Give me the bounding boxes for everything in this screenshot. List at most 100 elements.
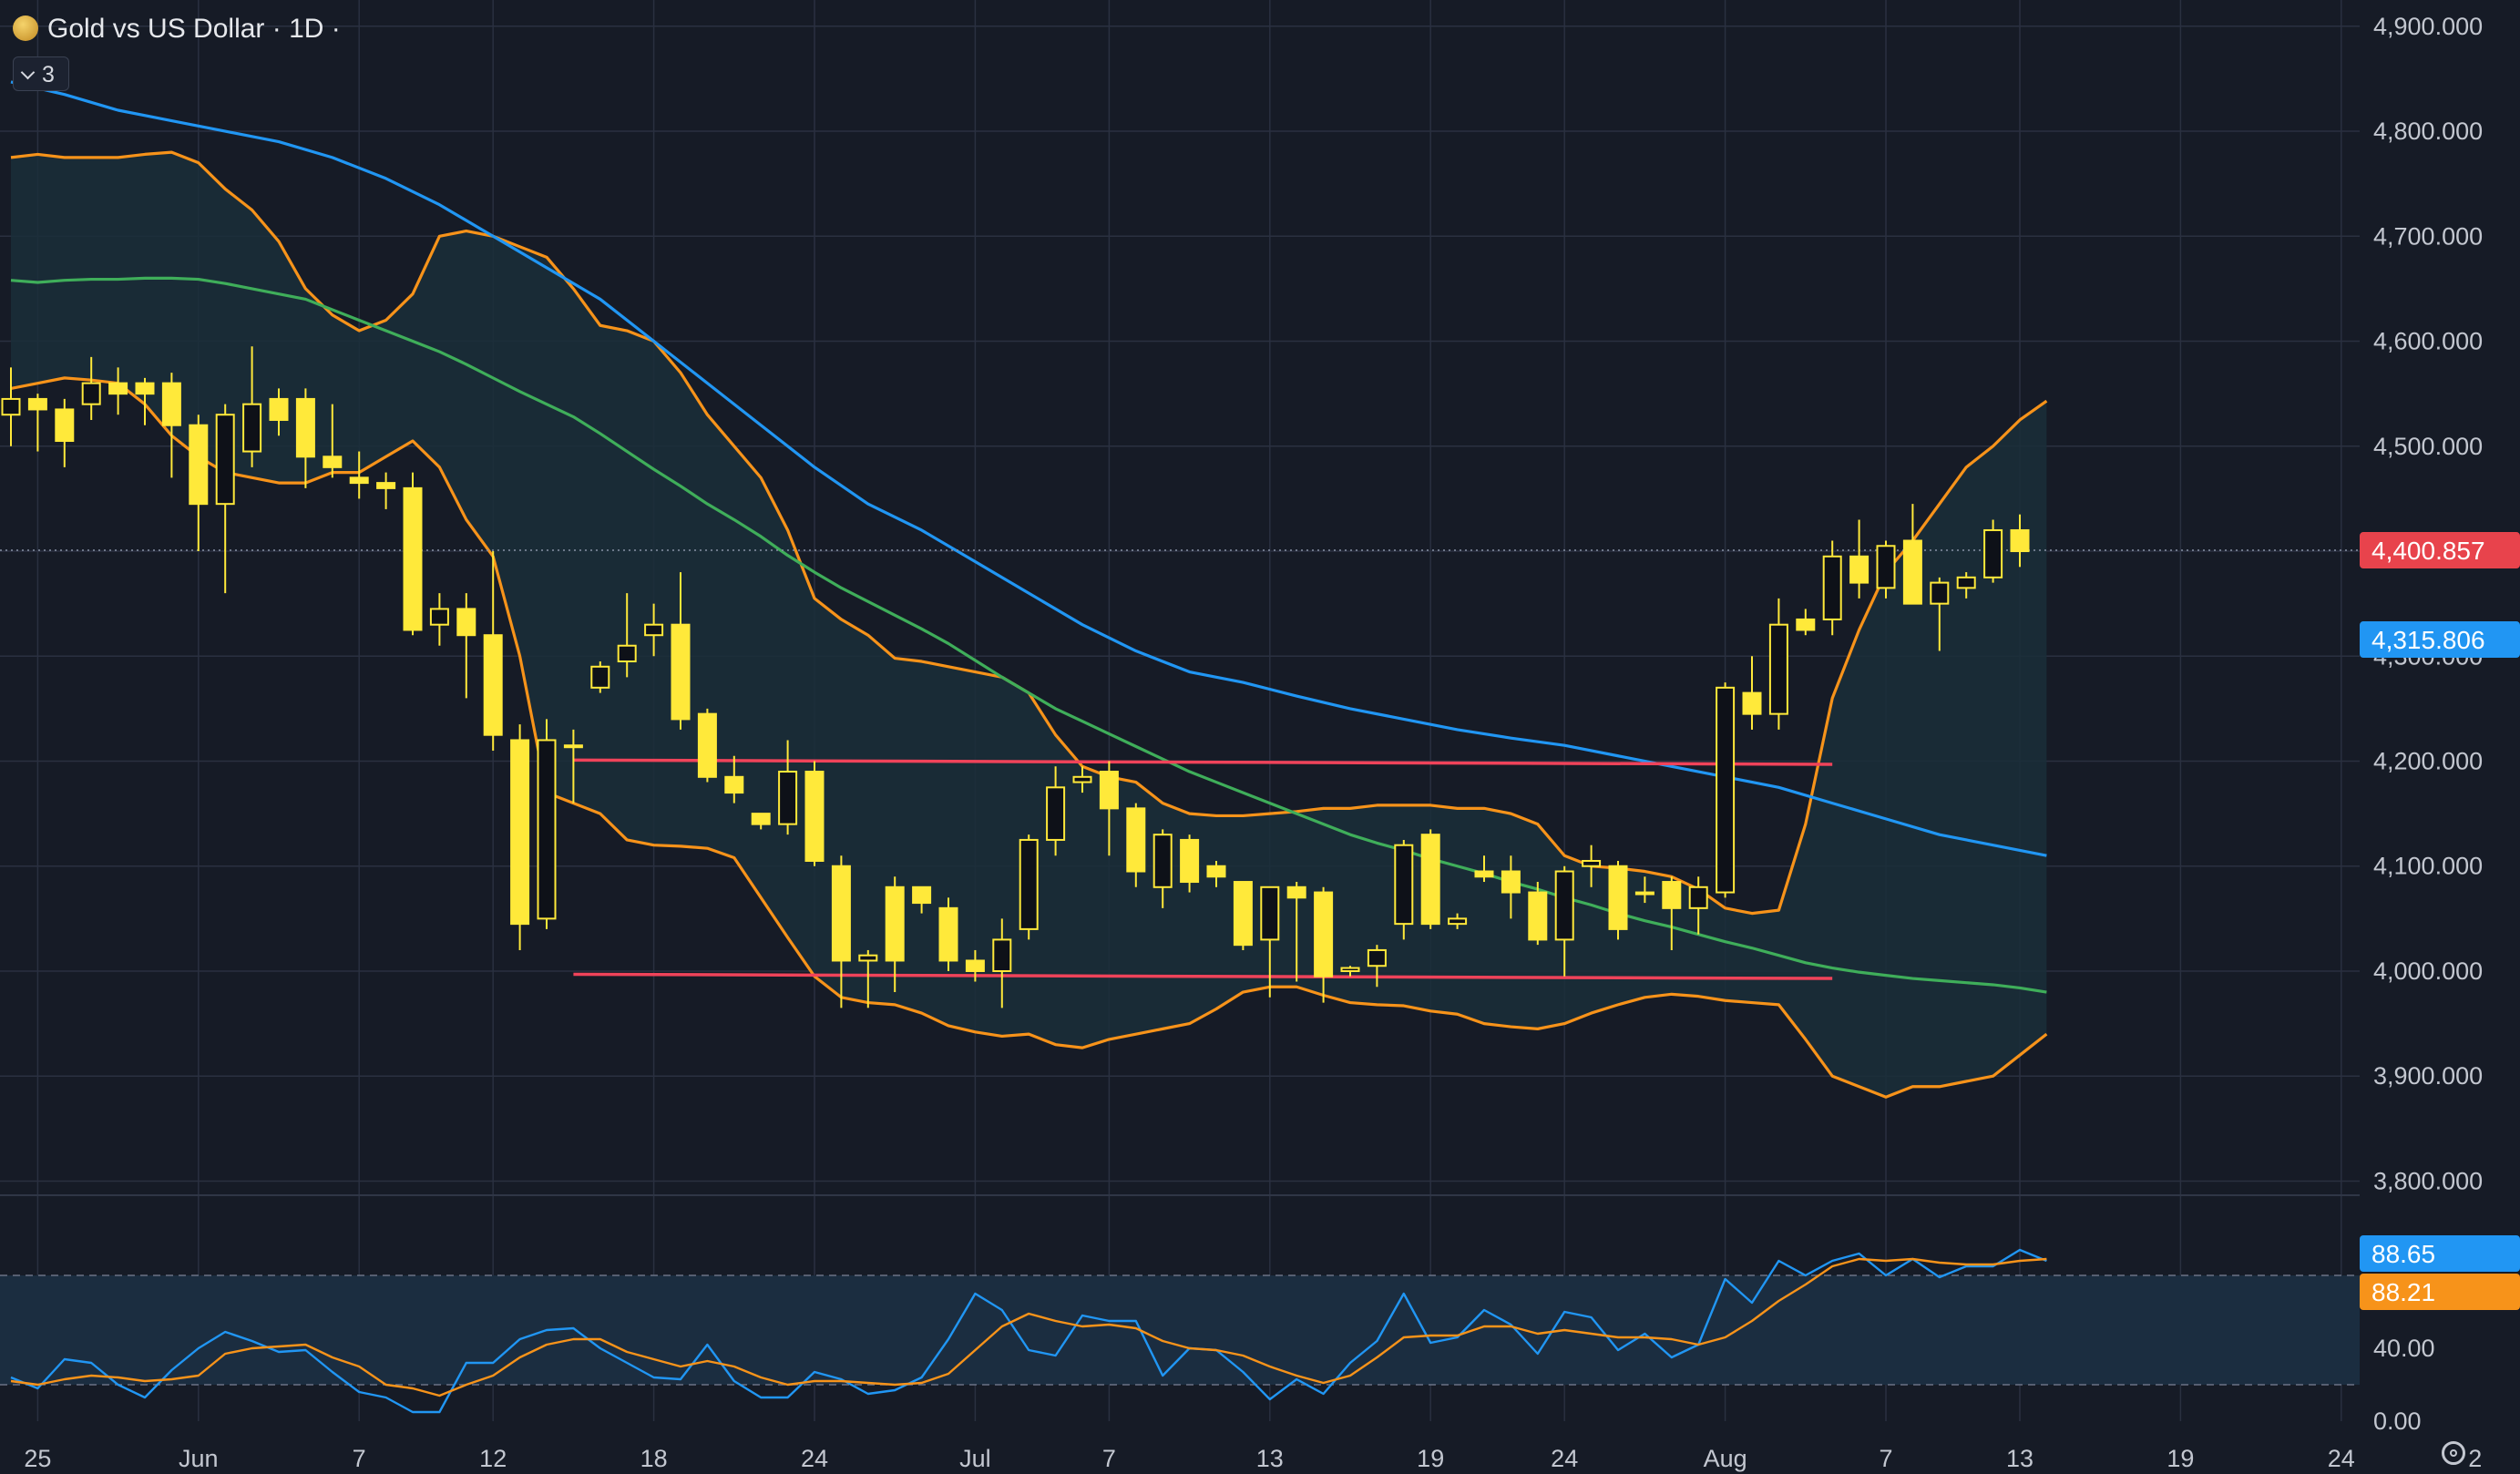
candle[interactable] <box>1554 865 1574 977</box>
candle[interactable] <box>1930 577 1950 651</box>
price-tick-label: 4,600.000 <box>2373 328 2483 355</box>
oscillator-pane[interactable] <box>0 1248 2360 1414</box>
candle-body <box>1742 691 1762 715</box>
candle[interactable] <box>269 388 289 436</box>
candle[interactable] <box>161 373 181 478</box>
candle-body <box>1983 528 2003 578</box>
candle[interactable] <box>1983 519 2003 583</box>
time-tick-label: 24 <box>801 1445 828 1472</box>
time-tick-label: 18 <box>640 1445 668 1472</box>
candle[interactable] <box>617 593 637 678</box>
candle[interactable] <box>671 572 691 730</box>
candle[interactable] <box>885 876 905 993</box>
candle-body <box>537 739 557 920</box>
candle[interactable] <box>55 398 75 467</box>
candle[interactable] <box>295 388 315 488</box>
candle[interactable] <box>1528 882 1548 946</box>
candle[interactable] <box>1126 803 1146 887</box>
candle-body <box>1956 576 1976 589</box>
candle[interactable] <box>831 855 851 1008</box>
candle[interactable] <box>242 346 262 467</box>
candle[interactable] <box>1046 766 1066 856</box>
candle-body <box>831 865 851 962</box>
candle[interactable] <box>644 603 664 657</box>
candle[interactable] <box>1956 572 1976 599</box>
candle[interactable] <box>1314 886 1334 1003</box>
candle[interactable] <box>590 661 610 693</box>
candle[interactable] <box>1582 844 1602 887</box>
candle[interactable] <box>1233 881 1253 950</box>
candle[interactable] <box>1260 885 1280 998</box>
candle[interactable] <box>804 761 825 866</box>
candle[interactable] <box>858 949 878 1008</box>
candle[interactable] <box>323 404 343 478</box>
candle[interactable] <box>1340 966 1360 977</box>
settings-icon[interactable] <box>2442 1441 2465 1465</box>
candle[interactable] <box>697 708 717 783</box>
candle[interactable] <box>108 367 128 415</box>
candle[interactable] <box>912 885 932 914</box>
candle[interactable] <box>1662 876 1682 950</box>
candle[interactable] <box>537 719 557 929</box>
candle-body <box>135 382 155 395</box>
candle[interactable] <box>483 551 503 751</box>
candle[interactable] <box>1608 860 1628 940</box>
candle[interactable] <box>1634 876 1654 904</box>
candle[interactable] <box>965 949 985 982</box>
candle[interactable] <box>1286 882 1306 982</box>
candle[interactable] <box>1 367 21 446</box>
candle[interactable] <box>751 813 771 830</box>
candle[interactable] <box>992 918 1012 1008</box>
indicators-toggle[interactable]: 3 <box>13 56 69 91</box>
candle-body <box>1019 838 1039 930</box>
candle[interactable] <box>1099 761 1119 856</box>
candle[interactable] <box>1019 834 1039 940</box>
candle[interactable] <box>135 377 155 425</box>
candle[interactable] <box>1474 855 1494 883</box>
time-axis[interactable]: 25 Jun 7 12 18 24 Jul 7 13 19 24 Aug 7 13 19 24 2 <box>24 1445 2482 1472</box>
candle-body <box>1 397 21 416</box>
candle[interactable] <box>563 729 583 804</box>
candle[interactable] <box>349 451 369 499</box>
candle[interactable] <box>27 394 47 452</box>
candle[interactable] <box>1072 766 1092 793</box>
candle[interactable] <box>1152 829 1173 908</box>
candle[interactable] <box>1742 656 1762 730</box>
candle[interactable] <box>1716 682 1736 898</box>
candle[interactable] <box>81 356 101 420</box>
candle[interactable] <box>510 724 530 950</box>
candle[interactable] <box>1394 839 1414 940</box>
candle-body <box>563 744 583 749</box>
candle[interactable] <box>2010 514 2030 568</box>
candles[interactable] <box>1 346 2030 1008</box>
candle[interactable] <box>724 755 744 804</box>
candle-body <box>1099 771 1119 810</box>
candle[interactable] <box>778 740 798 835</box>
candle[interactable] <box>429 593 449 646</box>
candle[interactable] <box>403 472 423 636</box>
candle[interactable] <box>215 404 235 594</box>
candle[interactable] <box>1902 504 1922 605</box>
price-tick-label: 3,800.000 <box>2373 1167 2483 1194</box>
candle[interactable] <box>1849 519 1870 599</box>
candle[interactable] <box>1876 540 1896 599</box>
candle[interactable] <box>1420 829 1440 929</box>
candle[interactable] <box>938 897 958 971</box>
candle[interactable] <box>376 472 396 509</box>
candle[interactable] <box>1367 945 1387 988</box>
candle[interactable] <box>1448 913 1468 929</box>
candle-body <box>1768 623 1788 715</box>
candle[interactable] <box>1822 540 1842 636</box>
candle[interactable] <box>456 593 476 699</box>
symbol-title[interactable]: Gold vs US Dollar · 1D · <box>13 13 341 46</box>
time-tick-label: 2 <box>2468 1445 2482 1472</box>
candle[interactable] <box>189 415 209 552</box>
candle[interactable] <box>1796 609 1816 636</box>
candle[interactable] <box>1688 876 1708 935</box>
candle[interactable] <box>1501 855 1521 919</box>
candle[interactable] <box>1768 598 1788 730</box>
candle[interactable] <box>1206 860 1226 887</box>
candle-body <box>885 885 905 962</box>
candle[interactable] <box>1180 834 1200 893</box>
